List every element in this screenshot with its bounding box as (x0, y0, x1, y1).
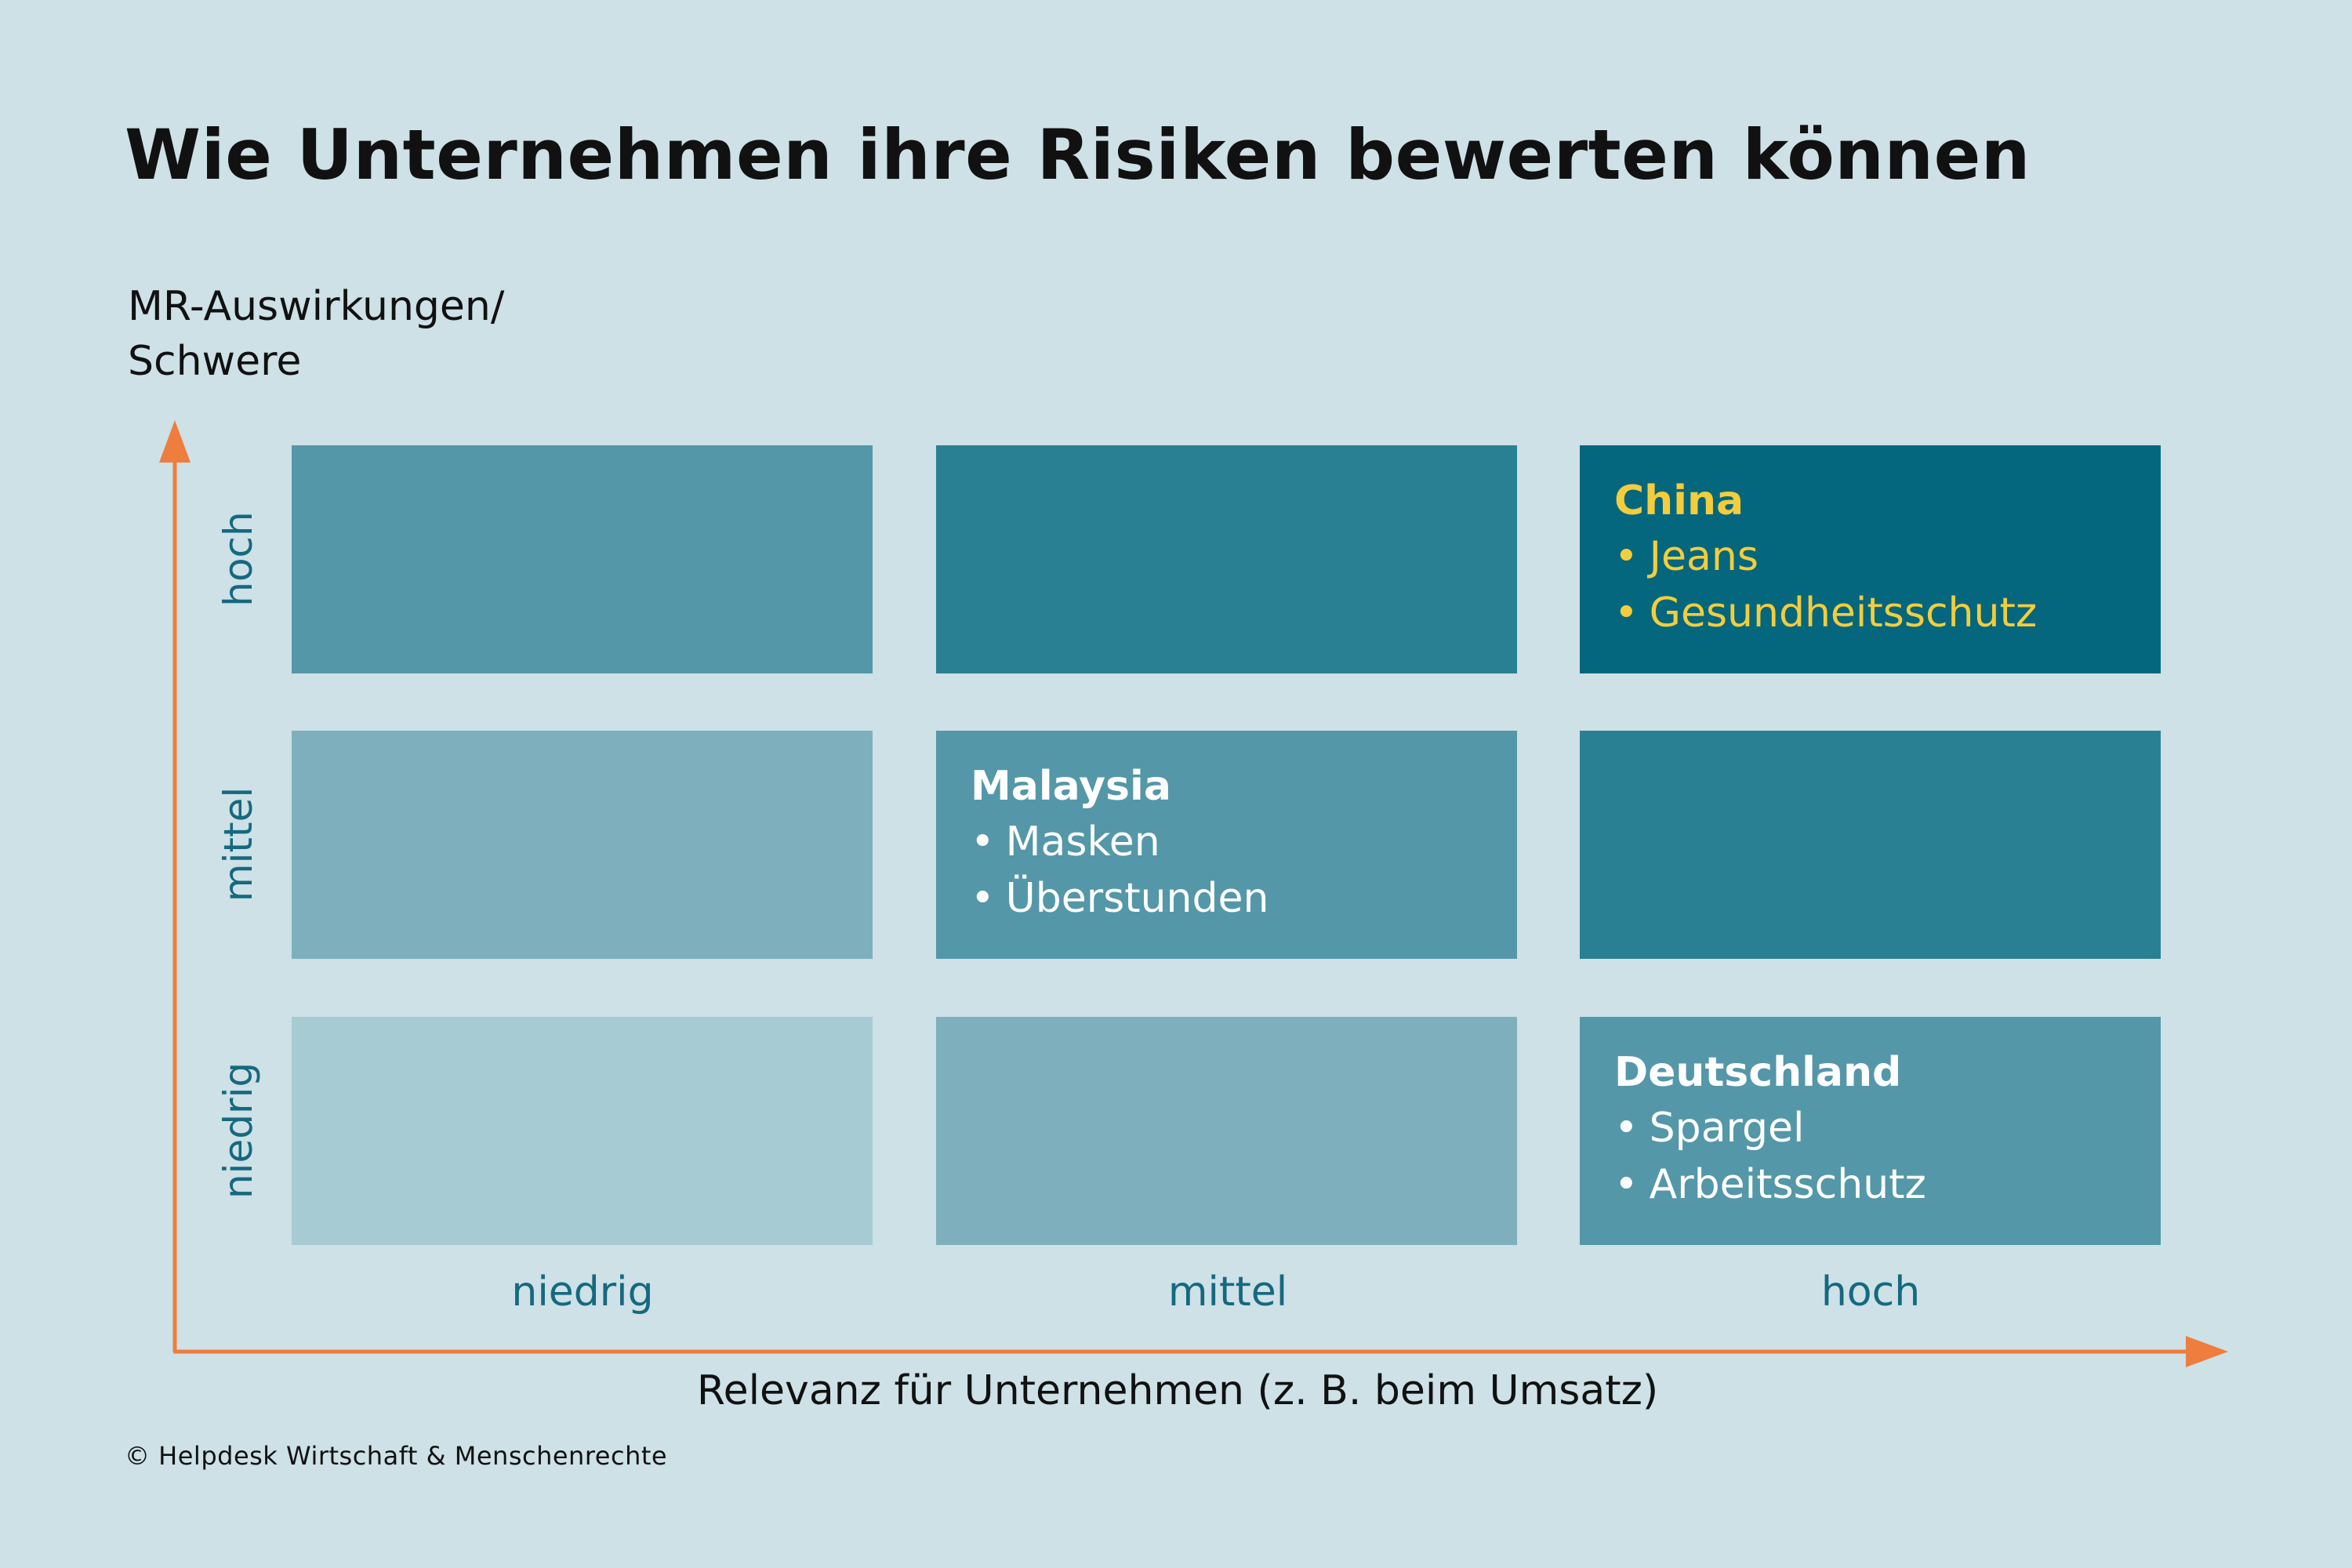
y-axis-title-line-2: Schwere (128, 338, 302, 385)
y-axis-title-line-1: MR-Auswirkungen/ (128, 283, 505, 330)
x-level-niedrig: niedrig (511, 1269, 654, 1316)
y-level-hoch: hoch (216, 511, 261, 607)
matrix-cell-mittel-mittel: Malaysia Masken Überstunden (936, 731, 1517, 959)
matrix-cell-niedrig-niedrig (292, 1017, 873, 1245)
page-title: Wie Unternehmen ihre Risiken bewerten kö… (125, 114, 2031, 195)
x-level-hoch: hoch (1820, 1269, 1921, 1316)
x-axis-title: Relevanz für Unternehmen (z. B. beim Ums… (696, 1367, 1659, 1414)
x-level-mittel: mittel (1167, 1269, 1288, 1316)
matrix-cell-mittel-hoch (1580, 731, 2161, 959)
matrix-cell-mittel-niedrig (292, 731, 873, 959)
matrix-cell-niedrig-hoch: Deutschland Spargel Arbeitsschutz (1580, 1017, 2161, 1245)
matrix-cell-niedrig-mittel (936, 1017, 1517, 1245)
copyright-credit: © Helpdesk Wirtschaft & Menschenrechte (125, 1441, 668, 1471)
y-axis-arrowhead (159, 420, 191, 463)
cell-item-masken: Masken (971, 814, 1517, 870)
matrix-cell-hoch-hoch: China Jeans Gesundheitsschutz (1580, 445, 2161, 673)
cell-title-deutschland: Deutschland (1614, 1049, 1902, 1096)
cell-item-jeans: Jeans (1614, 528, 2161, 585)
cell-title-china: China (1614, 477, 1744, 524)
x-axis-arrowhead (2186, 1336, 2228, 1367)
cell-item-gesundheitsschutz: Gesundheitsschutz (1614, 585, 2161, 641)
y-axis-title: MR-Auswirkungen/ Schwere (128, 279, 504, 389)
matrix-cell-hoch-niedrig (292, 445, 873, 673)
cell-item-spargel: Spargel (1614, 1100, 2161, 1156)
matrix-cell-hoch-mittel (936, 445, 1517, 673)
y-level-mittel: mittel (216, 786, 261, 902)
cell-item-ueberstunden: Überstunden (971, 870, 1517, 927)
cell-title-malaysia: Malaysia (971, 763, 1171, 810)
cell-item-arbeitsschutz: Arbeitsschutz (1614, 1156, 2161, 1213)
y-level-niedrig: niedrig (216, 1062, 261, 1200)
